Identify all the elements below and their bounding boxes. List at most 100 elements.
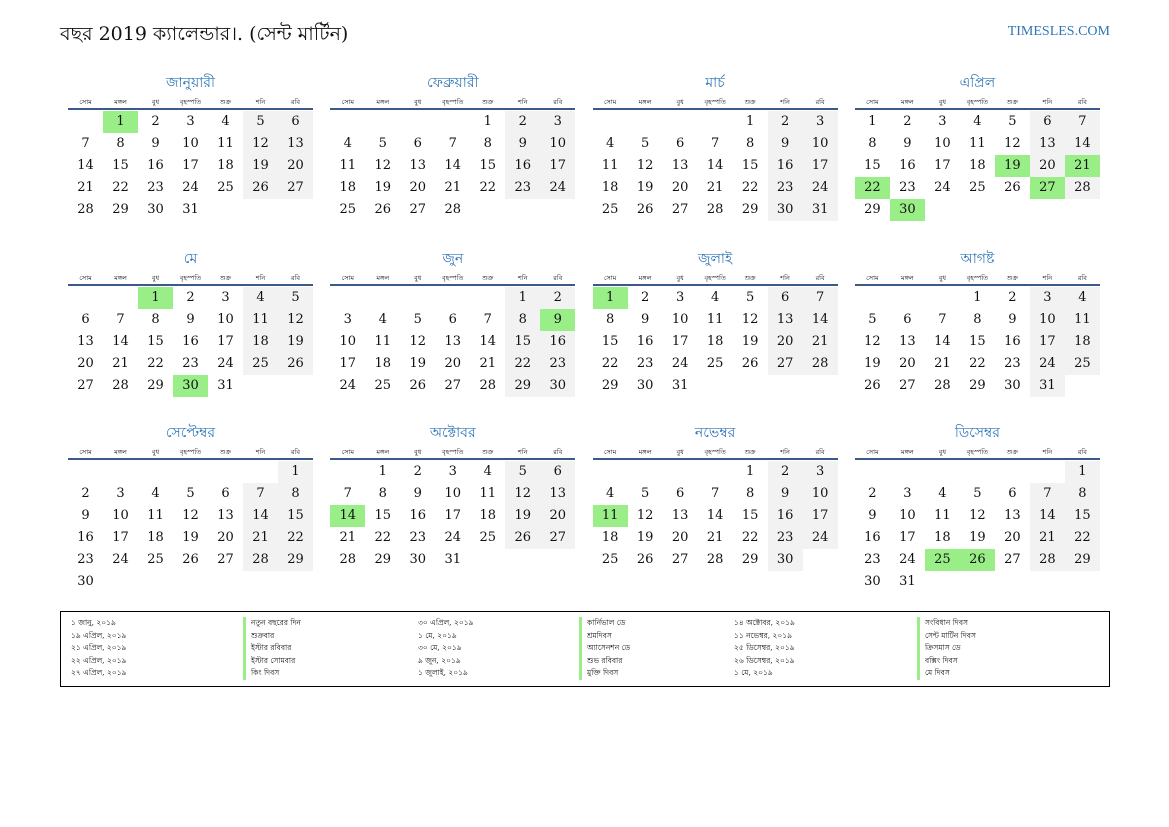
day-cell[interactable]: 29 [147, 378, 164, 393]
day-cell[interactable]: 31 [802, 199, 838, 221]
day-cell[interactable]: 7 [710, 486, 720, 501]
day-cell[interactable]: 8 [605, 312, 615, 327]
day-cell[interactable]: 27 [899, 378, 916, 393]
day-cell[interactable]: 2 [151, 114, 160, 129]
holiday-day[interactable]: 21 [1064, 155, 1100, 177]
day-cell[interactable]: 28 [934, 378, 951, 393]
day-cell[interactable]: 21 [706, 180, 724, 195]
day-cell[interactable]: 6 [1008, 486, 1017, 501]
day-cell[interactable]: 24 [217, 356, 234, 371]
day-cell[interactable]: 8 [745, 136, 755, 151]
day-cell[interactable]: 19 [636, 180, 654, 195]
day-cell[interactable]: 15 [1064, 505, 1100, 527]
day-cell[interactable]: 23 [505, 177, 541, 199]
day-cell[interactable]: 31 [671, 378, 689, 393]
day-cell[interactable]: 15 [112, 158, 129, 173]
day-cell[interactable]: 27 [217, 552, 234, 567]
day-cell[interactable]: 27 [1004, 552, 1021, 567]
day-cell[interactable]: 8 [1064, 483, 1100, 505]
day-cell[interactable]: 10 [802, 483, 838, 505]
day-cell[interactable]: 6 [413, 136, 422, 151]
day-cell[interactable]: 24 [1029, 353, 1065, 375]
holiday-day[interactable]: 9 [540, 309, 576, 331]
day-cell[interactable]: 14 [706, 508, 724, 523]
day-cell[interactable]: 18 [243, 331, 278, 353]
day-cell[interactable]: 20 [899, 356, 916, 371]
day-cell[interactable]: 2 [505, 111, 541, 133]
day-cell[interactable]: 19 [409, 356, 427, 371]
day-cell[interactable]: 18 [706, 334, 724, 349]
day-cell[interactable]: 21 [706, 530, 724, 545]
day-cell[interactable]: 7 [81, 136, 90, 151]
day-cell[interactable]: 12 [969, 508, 986, 523]
day-cell[interactable]: 25 [243, 353, 278, 375]
day-cell[interactable]: 19 [864, 356, 881, 371]
day-cell[interactable]: 5 [243, 111, 278, 133]
day-cell[interactable]: 7 [116, 312, 125, 327]
day-cell[interactable]: 26 [505, 527, 541, 549]
day-cell[interactable]: 11 [601, 158, 619, 173]
holiday-day[interactable]: 1 [103, 111, 138, 133]
day-cell[interactable]: 18 [969, 158, 986, 173]
day-cell[interactable]: 21 [243, 527, 278, 549]
day-cell[interactable]: 31 [182, 202, 199, 217]
day-cell[interactable]: 7 [343, 486, 352, 501]
day-cell[interactable]: 24 [934, 180, 951, 195]
day-cell[interactable]: 19 [636, 530, 654, 545]
holiday-day[interactable]: 30 [173, 375, 208, 397]
day-cell[interactable]: 16 [540, 331, 576, 353]
holiday-day[interactable]: 19 [994, 155, 1030, 177]
day-cell[interactable]: 1 [505, 287, 541, 309]
day-cell[interactable]: 5 [868, 312, 877, 327]
day-cell[interactable]: 23 [77, 552, 94, 567]
day-cell[interactable]: 15 [969, 334, 986, 349]
holiday-day[interactable]: 1 [138, 287, 173, 309]
day-cell[interactable]: 17 [444, 508, 462, 523]
day-cell[interactable]: 23 [864, 552, 881, 567]
day-cell[interactable]: 14 [1064, 133, 1100, 155]
day-cell[interactable]: 4 [938, 486, 947, 501]
day-cell[interactable]: 21 [77, 180, 94, 195]
day-cell[interactable]: 13 [278, 133, 313, 155]
day-cell[interactable]: 23 [767, 177, 803, 199]
day-cell[interactable]: 17 [671, 334, 689, 349]
day-cell[interactable]: 22 [741, 530, 759, 545]
day-cell[interactable]: 26 [409, 378, 427, 393]
day-cell[interactable]: 15 [864, 158, 881, 173]
day-cell[interactable]: 25 [1064, 353, 1100, 375]
day-cell[interactable]: 15 [147, 334, 164, 349]
day-cell[interactable]: 28 [802, 353, 838, 375]
day-cell[interactable]: 13 [1029, 133, 1065, 155]
day-cell[interactable]: 6 [1029, 111, 1065, 133]
day-cell[interactable]: 5 [640, 486, 650, 501]
day-cell[interactable]: 17 [217, 334, 234, 349]
day-cell[interactable]: 29 [505, 375, 541, 397]
day-cell[interactable]: 28 [444, 202, 462, 217]
day-cell[interactable]: 10 [934, 136, 951, 151]
day-cell[interactable]: 23 [636, 356, 654, 371]
day-cell[interactable]: 18 [339, 180, 357, 195]
day-cell[interactable]: 20 [540, 505, 576, 527]
day-cell[interactable]: 29 [864, 202, 881, 217]
day-cell[interactable]: 27 [540, 527, 576, 549]
day-cell[interactable]: 10 [217, 312, 234, 327]
day-cell[interactable]: 5 [505, 461, 541, 483]
day-cell[interactable]: 9 [186, 312, 195, 327]
day-cell[interactable]: 10 [339, 334, 357, 349]
day-cell[interactable]: 15 [479, 158, 497, 173]
day-cell[interactable]: 3 [903, 486, 912, 501]
day-cell[interactable]: 8 [745, 486, 755, 501]
day-cell[interactable]: 9 [767, 483, 803, 505]
day-cell[interactable]: 26 [741, 356, 759, 371]
day-cell[interactable]: 8 [483, 136, 492, 151]
day-cell[interactable]: 20 [671, 180, 689, 195]
day-cell[interactable]: 16 [505, 155, 541, 177]
day-cell[interactable]: 4 [605, 486, 615, 501]
day-cell[interactable]: 14 [802, 309, 838, 331]
day-cell[interactable]: 3 [1029, 287, 1065, 309]
day-cell[interactable]: 5 [278, 287, 313, 309]
day-cell[interactable]: 6 [675, 486, 685, 501]
day-cell[interactable]: 17 [339, 356, 357, 371]
holiday-day[interactable]: 27 [1029, 177, 1065, 199]
day-cell[interactable]: 24 [802, 177, 838, 199]
